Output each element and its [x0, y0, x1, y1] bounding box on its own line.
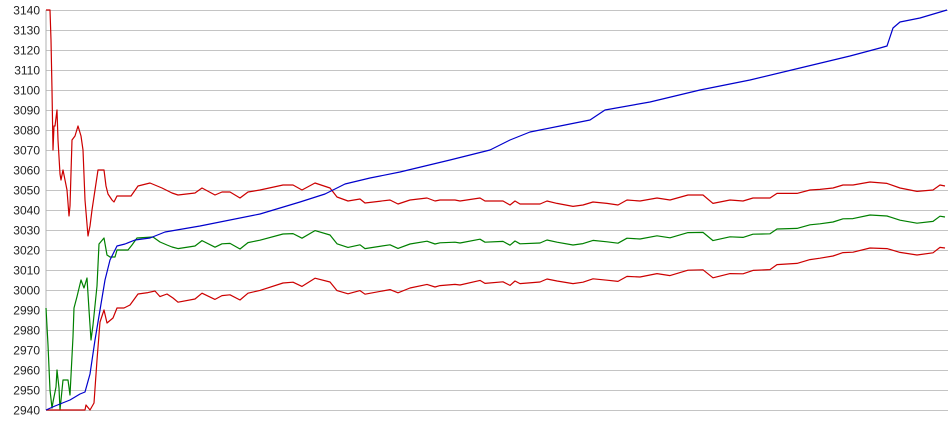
y-tick-label: 3100 [13, 84, 40, 98]
series-line-2 [46, 246, 946, 411]
y-tick-label: 2990 [13, 304, 40, 318]
y-tick-label: 3070 [13, 144, 40, 158]
y-tick-label: 3000 [13, 284, 40, 298]
y-tick-label: 3020 [13, 244, 40, 258]
y-tick-label: 2980 [13, 324, 40, 338]
series-line-0 [46, 9, 946, 237]
y-axis-tick-labels: 3140 3130 3120 3110 3100 3090 3080 3070 3060 3050… [13, 4, 40, 418]
y-tick-label: 3120 [13, 44, 40, 58]
y-tick-label: 3090 [13, 104, 40, 118]
y-tick-label: 2960 [13, 364, 40, 378]
y-tick-label: 3140 [13, 4, 40, 18]
y-tick-label: 2970 [13, 344, 40, 358]
y-tick-label: 3040 [13, 204, 40, 218]
gridlines [46, 10, 948, 411]
y-tick-label: 3010 [13, 264, 40, 278]
series-line-1 [45, 214, 946, 411]
y-tick-label: 2940 [13, 404, 40, 418]
series-lines [45, 9, 948, 411]
y-tick-label: 3050 [13, 184, 40, 198]
y-tick-label: 3110 [14, 64, 40, 78]
series-line-3 [45, 9, 948, 411]
y-tick-label: 2950 [13, 384, 40, 398]
y-tick-label: 3030 [13, 224, 40, 238]
y-tick-label: 3060 [13, 164, 40, 178]
y-tick-label: 3130 [13, 24, 40, 38]
y-tick-label: 3080 [13, 124, 40, 138]
